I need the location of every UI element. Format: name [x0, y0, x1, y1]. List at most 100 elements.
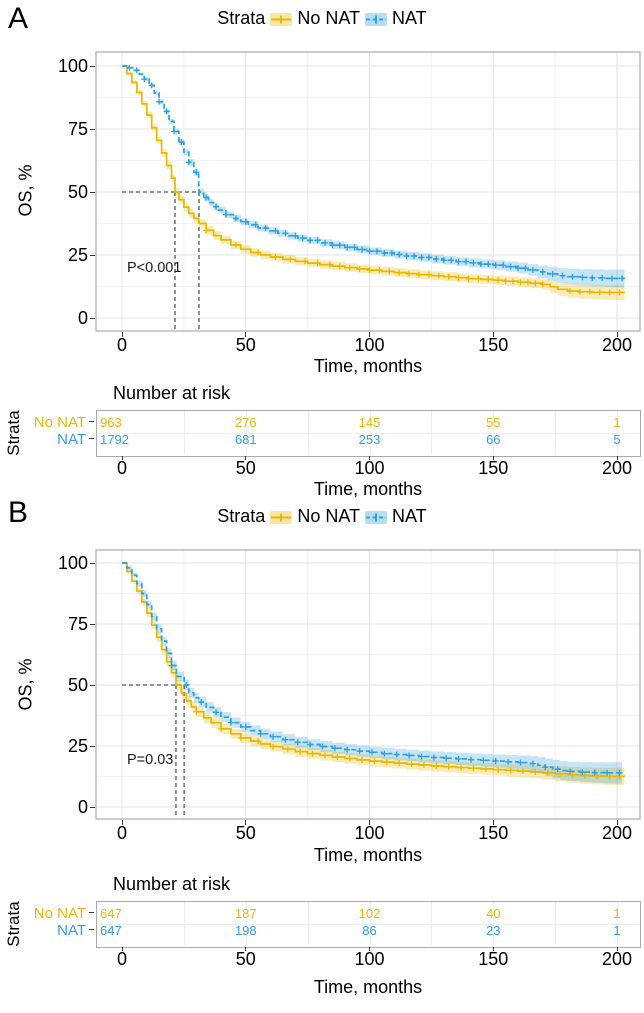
legend-item-label-nat: NAT	[392, 8, 427, 28]
y-tick-label: 100	[57, 56, 88, 76]
y-tick-mark	[90, 745, 95, 747]
risk-table-a	[96, 410, 641, 457]
risk-row-label-nat-b: NAT	[57, 922, 86, 939]
risk-count: 66	[486, 431, 501, 447]
x-axis-title-b: Time, months	[313, 845, 423, 865]
nat-legend-swatch	[365, 511, 388, 524]
x-tick-label: 0	[116, 335, 127, 355]
no_nat-legend-swatch	[270, 511, 293, 524]
x-tick-label: 50	[235, 823, 256, 843]
y-axis-title-b: OS, %	[15, 658, 36, 711]
x-tick-mark	[369, 820, 370, 825]
y-tick-label: 75	[67, 119, 88, 139]
legend-key-no-nat	[270, 509, 293, 526]
x-axis-title-a: Time, months	[313, 356, 423, 376]
risk-table-b	[96, 901, 641, 948]
x-tick-mark	[121, 332, 123, 337]
x-tick-mark	[121, 820, 123, 825]
y-tick-mark	[90, 128, 95, 130]
row-tick-mark	[89, 912, 94, 913]
risk-count: 276	[234, 414, 257, 430]
risk-x-tick-label: 50	[235, 458, 256, 478]
y-tick-mark	[90, 684, 95, 686]
risk-count: 1	[613, 922, 621, 938]
risk-tick-mark	[121, 947, 123, 951]
panel-label-b: B	[8, 496, 29, 529]
risk-row-label-no-nat-a: No NAT	[33, 414, 86, 431]
km-curve-nat	[122, 562, 622, 774]
risk-axis-title-a: Time, months	[313, 479, 423, 499]
plot-panel-B	[95, 549, 641, 820]
x-tick-mark	[245, 820, 247, 825]
legend-b: Strata No NAT NAT	[0, 506, 644, 527]
censor-marks-nat	[168, 662, 623, 776]
risk-table-gridline	[97, 923, 639, 925]
no_nat-legend-swatch	[270, 13, 293, 26]
risk-x-tick-label: 0	[116, 458, 127, 478]
risk-count: 40	[486, 905, 501, 921]
risk-count: 1	[613, 414, 621, 430]
x-tick-label: 200	[601, 823, 633, 843]
y-tick-mark	[90, 562, 95, 564]
y-tick-mark	[90, 806, 95, 808]
x-tick-label: 100	[354, 823, 385, 843]
y-axis-title-a: OS, %	[15, 164, 36, 217]
risk-tick-mark	[616, 456, 618, 460]
risk-x-tick-label: 200	[601, 949, 633, 969]
risk-count: 681	[234, 431, 257, 447]
risk-x-tick-label: 100	[354, 458, 385, 478]
risk-x-tick-label: 200	[601, 458, 633, 478]
risk-table-title-b: Number at risk	[113, 874, 231, 894]
y-tick-mark	[90, 191, 95, 193]
legend-title: Strata	[217, 8, 266, 28]
legend-key-no-nat	[270, 11, 293, 28]
x-tick-mark	[492, 332, 494, 337]
x-tick-mark	[369, 332, 370, 337]
panel-border	[95, 51, 641, 332]
risk-count: 253	[358, 431, 381, 447]
legend-title: Strata	[217, 506, 266, 526]
x-tick-mark	[245, 332, 247, 337]
risk-count: 55	[486, 414, 501, 430]
risk-count: 102	[358, 905, 381, 921]
risk-count: 1	[613, 905, 621, 921]
y-tick-label: 25	[67, 736, 88, 756]
risk-count: 963	[100, 414, 122, 430]
risk-tick-mark	[245, 947, 247, 951]
risk-tick-mark	[245, 456, 247, 460]
plot-panel-A	[95, 51, 641, 332]
y-tick-label: 100	[57, 553, 88, 573]
risk-axis-title-b: Time, months	[313, 977, 423, 997]
y-tick-label: 50	[67, 675, 88, 695]
risk-tick-mark	[121, 456, 123, 460]
y-tick-mark	[90, 65, 95, 67]
y-tick-label: 25	[67, 245, 88, 265]
y-tick-label: 0	[77, 797, 88, 817]
x-tick-label: 200	[601, 335, 633, 355]
y-tick-mark	[90, 254, 95, 256]
risk-tick-mark	[616, 947, 618, 951]
p-value-b: P=0.03	[127, 752, 174, 768]
panel-label-a: A	[8, 2, 29, 35]
y-tick-mark	[90, 623, 95, 625]
risk-x-tick-label: 50	[235, 949, 256, 969]
risk-x-tick-label: 150	[478, 949, 509, 969]
risk-count: 198	[234, 922, 257, 938]
risk-tick-mark	[492, 456, 494, 460]
y-tick-label: 0	[77, 308, 88, 328]
legend-key-nat	[365, 509, 388, 526]
risk-row-label-nat-a: NAT	[57, 431, 86, 448]
censor-marks-no_nat	[193, 708, 623, 780]
risk-tick-mark	[492, 947, 494, 951]
x-tick-mark	[616, 820, 618, 825]
x-tick-label: 150	[478, 823, 509, 843]
legend-key-nat	[365, 11, 388, 28]
risk-table-title-a: Number at risk	[113, 383, 231, 403]
row-tick-mark	[89, 421, 94, 422]
risk-count: 647	[100, 905, 122, 921]
risk-x-tick-label: 0	[116, 949, 127, 969]
risk-count: 86	[362, 922, 377, 938]
y-tick-mark	[90, 317, 95, 319]
